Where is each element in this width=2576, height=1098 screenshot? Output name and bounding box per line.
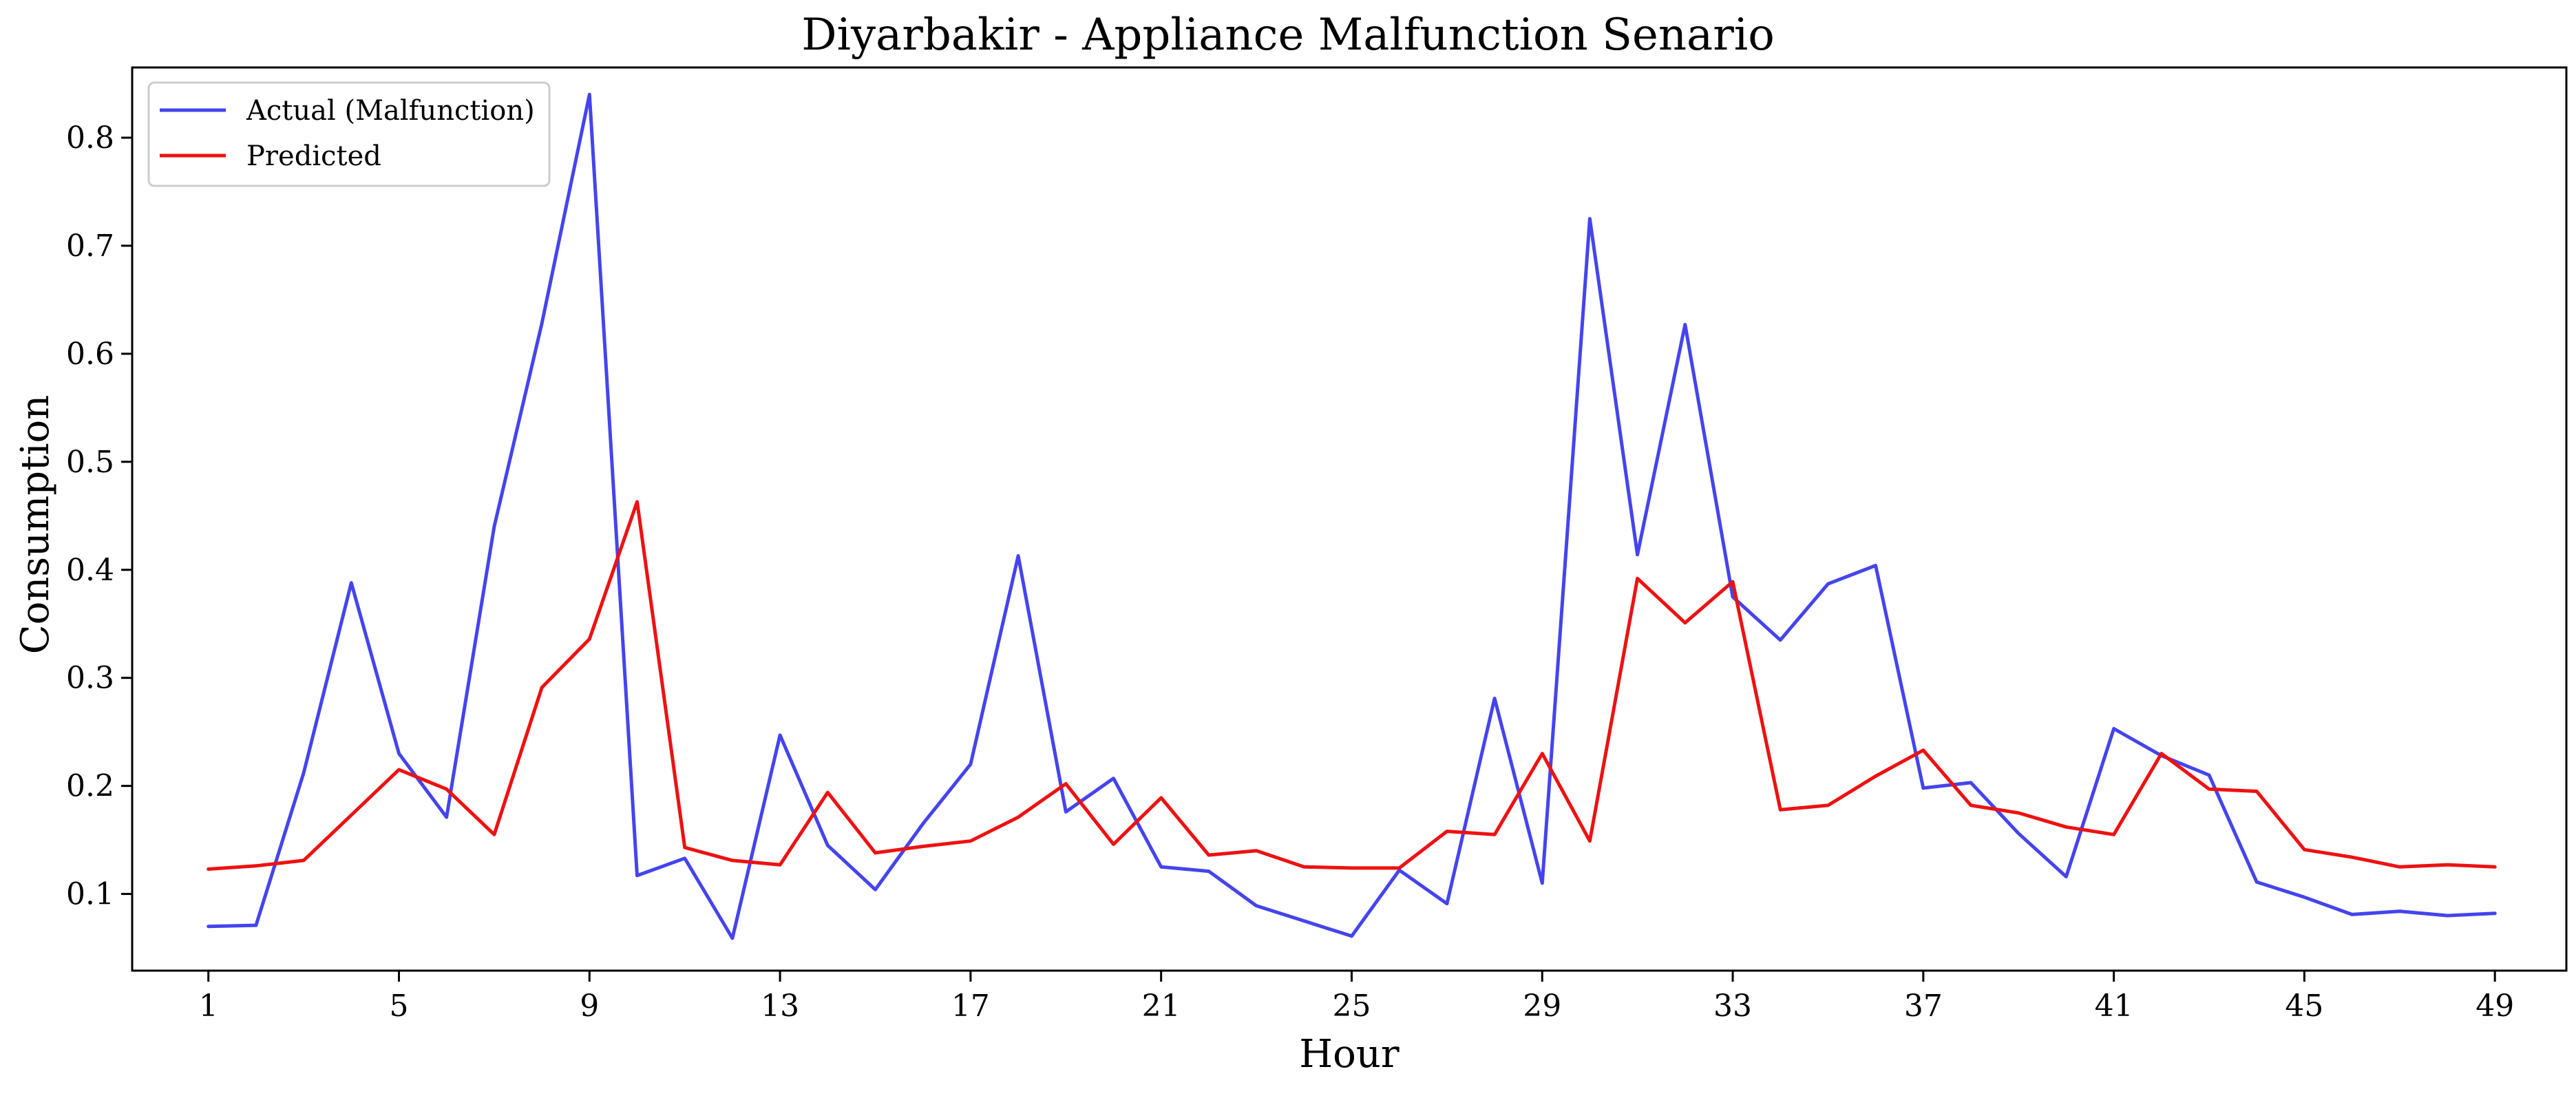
legend-label: Predicted: [246, 140, 381, 172]
x-tick-label: 37: [1904, 989, 1943, 1024]
x-tick-label: 9: [580, 989, 599, 1024]
x-tick-label: 33: [1713, 989, 1752, 1024]
y-tick-label: 0.3: [66, 661, 114, 696]
y-axis-label: Consumption: [13, 395, 58, 655]
x-tick-label: 45: [2285, 989, 2323, 1024]
y-tick-label: 0.1: [66, 877, 114, 912]
x-axis-label: Hour: [1299, 1032, 1400, 1077]
y-tick-label: 0.4: [66, 553, 114, 588]
legend-box: [147, 81, 551, 187]
x-tick-label: 5: [390, 989, 409, 1024]
series-line-actual: [207, 92, 2497, 940]
x-tick-label: 21: [1142, 989, 1181, 1024]
series-layer: [207, 92, 2497, 940]
x-tick-label: 41: [2095, 989, 2133, 1024]
x-tick-label: 29: [1523, 989, 1561, 1024]
x-tick-label: 49: [2475, 989, 2514, 1024]
y-tick-label: 0.2: [66, 769, 114, 804]
plot-frame: [131, 66, 2568, 972]
y-tick-label: 0.5: [66, 445, 114, 480]
x-tick-label: 13: [761, 989, 799, 1024]
y-tick-label: 0.8: [66, 120, 114, 156]
chart-title: Diyarbakir - Appliance Malfunction Senar…: [801, 10, 1775, 61]
y-tick-label: 0.7: [66, 229, 114, 264]
x-tick-label: 1: [199, 989, 218, 1024]
legend: Actual (Malfunction) Predicted: [147, 81, 551, 187]
series-line-predicted: [207, 500, 2497, 871]
x-tick-label: 25: [1332, 989, 1371, 1024]
y-tick-label: 0.6: [66, 337, 114, 372]
legend-label: Actual (Malfunction): [246, 95, 535, 127]
y-axis: 0.1 0.2 0.3 0.4 0.5 0.6 0.7 0.8: [66, 120, 132, 912]
x-axis: 1 5 9 13 17 21 25 29 33 37 41 45 49: [199, 971, 2514, 1024]
x-tick-label: 17: [951, 989, 990, 1024]
